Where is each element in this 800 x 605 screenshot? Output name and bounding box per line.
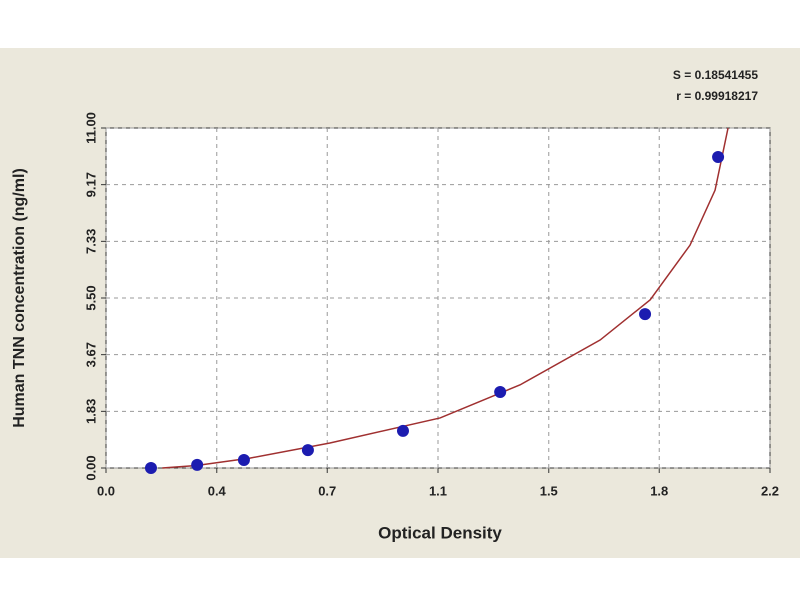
x-tick-label: 0.4 (208, 483, 227, 498)
y-tick-label: 1.83 (83, 399, 98, 424)
data-point (639, 308, 652, 321)
data-point (301, 444, 314, 457)
y-axis-label: Human TNN concentration (ng/ml) (11, 168, 28, 428)
y-tick-label: 5.50 (83, 285, 98, 310)
x-tick-label: 1.1 (429, 483, 447, 498)
data-point (144, 462, 157, 474)
data-point (396, 424, 409, 437)
x-tick-label: 0.7 (318, 483, 336, 498)
x-tick-label: 1.8 (650, 483, 668, 498)
data-point (712, 151, 725, 164)
fit-curve (162, 127, 729, 469)
y-tick-label: 11.00 (83, 112, 98, 144)
x-axis-label: Optical Density (378, 523, 502, 542)
x-tick-label: 2.2 (761, 483, 779, 498)
data-point (237, 453, 250, 466)
x-tick-label: 0.0 (97, 483, 115, 498)
y-tick-label: 9.17 (83, 172, 98, 197)
y-tick-label: 0.00 (83, 455, 98, 480)
data-point (191, 458, 204, 471)
y-tick-label: 3.67 (83, 342, 98, 367)
annotation: S = 0.18541455 (673, 68, 758, 82)
x-tick-label: 1.5 (540, 483, 558, 498)
y-tick-label: 7.33 (83, 229, 98, 254)
data-point (494, 385, 507, 398)
annotation: r = 0.99918217 (676, 89, 758, 103)
